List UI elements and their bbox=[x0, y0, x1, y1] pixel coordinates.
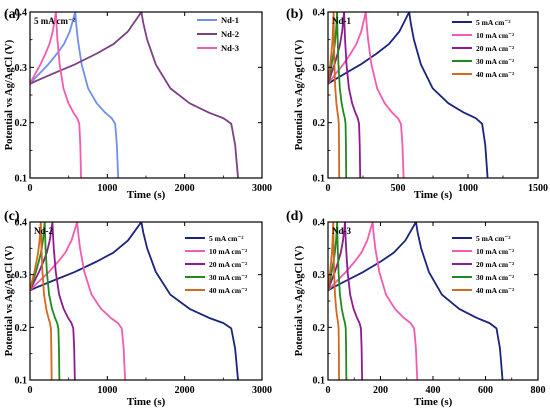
legend-label: 20 mA cm⁻² bbox=[476, 260, 515, 269]
legend-label: 10 mA cm⁻² bbox=[209, 247, 248, 256]
y-tick-label: 0.4 bbox=[313, 8, 326, 19]
series-line-4 bbox=[328, 222, 340, 380]
x-tick-label: 1000 bbox=[97, 183, 117, 194]
x-tick-label: 200 bbox=[373, 385, 388, 396]
x-tick-label: 0 bbox=[28, 183, 33, 194]
panel-annotation: Nd-2 bbox=[34, 226, 54, 236]
y-tick-label: 0.4 bbox=[313, 218, 326, 229]
y-tick-label: 0.4 bbox=[15, 8, 28, 19]
legend-label: 10 mA cm⁻² bbox=[476, 247, 515, 256]
legend-label: 5 mA cm⁻² bbox=[209, 234, 244, 243]
y-axis-label: Potential vs Ag/AgCl (V) bbox=[4, 245, 15, 356]
x-tick-label: 3000 bbox=[252, 183, 272, 194]
x-tick-label: 400 bbox=[426, 385, 441, 396]
panel-annotation: Nd-1 bbox=[332, 16, 352, 26]
legend-label: 40 mA cm⁻² bbox=[476, 286, 515, 295]
legend-label: 30 mA cm⁻² bbox=[476, 57, 515, 66]
x-tick-label: 3000 bbox=[252, 385, 272, 396]
legend-label: 10 mA cm⁻² bbox=[476, 31, 515, 40]
legend-label: 40 mA cm⁻² bbox=[476, 70, 515, 79]
x-axis-label: Time (s) bbox=[414, 396, 453, 408]
x-tick-label: 0 bbox=[326, 385, 331, 396]
series-line-2 bbox=[30, 12, 82, 178]
series-line-0 bbox=[328, 12, 489, 178]
panel-label: (a) bbox=[4, 7, 21, 22]
series-line-0 bbox=[30, 222, 239, 380]
series-line-3 bbox=[30, 222, 61, 380]
series-line-4 bbox=[328, 12, 341, 178]
legend-label: Nd-3 bbox=[221, 43, 239, 53]
series-line-1 bbox=[30, 12, 239, 178]
y-tick-label: 0.2 bbox=[313, 323, 326, 334]
x-tick-label: 0 bbox=[28, 385, 33, 396]
x-axis-label: Time (s) bbox=[127, 189, 166, 201]
x-tick-label: 600 bbox=[478, 385, 493, 396]
legend-label: 5 mA cm⁻² bbox=[476, 18, 511, 27]
series-line-4 bbox=[30, 222, 53, 380]
chart-panel-a: 0 1000 2000 3000 0.1 0.2 0.3 0.4 Time (s) Potenti… bbox=[4, 7, 272, 201]
panel-annotation: Nd-3 bbox=[332, 226, 352, 236]
series-line-2 bbox=[30, 222, 76, 380]
x-tick-label: 1000 bbox=[97, 385, 117, 396]
panel-label: (b) bbox=[286, 7, 303, 22]
series-line-1 bbox=[328, 12, 405, 178]
y-axis-label: Potential vs Ag/AgCl (V) bbox=[294, 39, 305, 150]
x-axis-label: Time (s) bbox=[127, 396, 166, 408]
y-tick-label: 0.1 bbox=[313, 174, 326, 185]
x-axis-label: Time (s) bbox=[414, 189, 453, 201]
x-tick-label: 1500 bbox=[528, 183, 548, 194]
x-tick-label: 500 bbox=[391, 183, 406, 194]
series-line-3 bbox=[328, 222, 348, 380]
y-tick-label: 0.2 bbox=[15, 118, 28, 129]
chart-panel-d: 0 200 400 600 800 0.1 0.2 0.3 0.4 Time (s) Potenti… bbox=[286, 209, 546, 408]
y-tick-label: 0.3 bbox=[313, 63, 326, 74]
x-tick-label: 2000 bbox=[175, 183, 195, 194]
legend-label: 30 mA cm⁻² bbox=[209, 273, 248, 282]
x-tick-label: 800 bbox=[531, 385, 546, 396]
series-line-1 bbox=[328, 222, 419, 380]
plot-frame bbox=[327, 221, 539, 381]
y-tick-label: 0.1 bbox=[15, 376, 28, 387]
legend-label: 5 mA cm⁻² bbox=[476, 234, 511, 243]
legend-label: 20 mA cm⁻² bbox=[209, 260, 248, 269]
y-axis-label: Potential vs Ag/AgCl (V) bbox=[294, 245, 305, 356]
legend-label: Nd-1 bbox=[221, 15, 239, 25]
x-tick-label: 0 bbox=[326, 183, 331, 194]
panel-annotation: 5 mA cm⁻² bbox=[34, 16, 76, 26]
y-tick-label: 0.3 bbox=[313, 270, 326, 281]
legend-label: Nd-2 bbox=[221, 29, 239, 39]
legend-label: 30 mA cm⁻² bbox=[476, 273, 515, 282]
series-line-0 bbox=[30, 12, 120, 178]
y-tick-label: 0.3 bbox=[15, 63, 28, 74]
y-tick-label: 0.1 bbox=[15, 174, 28, 185]
series-line-3 bbox=[328, 12, 348, 178]
y-axis-label: Potential vs Ag/AgCl (V) bbox=[4, 39, 15, 150]
y-tick-label: 0.2 bbox=[313, 118, 326, 129]
panel-label: (d) bbox=[286, 209, 303, 224]
x-tick-label: 2000 bbox=[175, 385, 195, 396]
series-line-0 bbox=[328, 222, 504, 380]
legend-label: 40 mA cm⁻² bbox=[209, 286, 248, 295]
y-tick-label: 0.4 bbox=[15, 218, 28, 229]
y-tick-label: 0.2 bbox=[15, 323, 28, 334]
chart-panel-b: 0 500 1000 1500 0.1 0.2 0.3 0.4 Time (s) Potentia… bbox=[286, 7, 548, 201]
y-tick-label: 0.3 bbox=[15, 270, 28, 281]
panel-label: (c) bbox=[4, 209, 20, 224]
x-tick-label: 1000 bbox=[458, 183, 478, 194]
y-tick-label: 0.1 bbox=[313, 376, 326, 387]
legend-label: 20 mA cm⁻² bbox=[476, 44, 515, 53]
chart-panel-c: 0 1000 2000 3000 0.1 0.2 0.3 0.4 Time (s) Potenti… bbox=[4, 209, 272, 408]
